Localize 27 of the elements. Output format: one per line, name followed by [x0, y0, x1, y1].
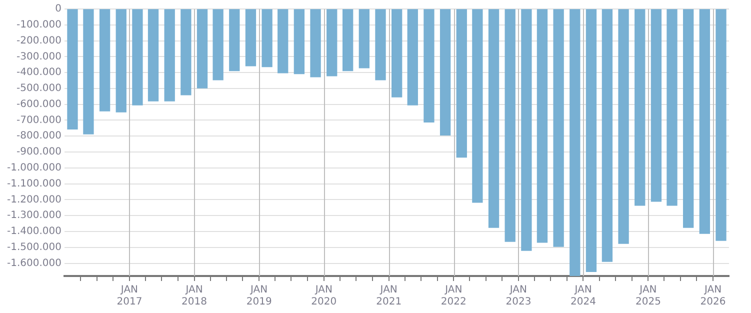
x-tick-label: JAN 2024: [570, 284, 596, 308]
y-tick-label: -900.000: [16, 146, 62, 158]
y-tick-label: -1.500.000: [6, 242, 62, 253]
y-tick-label: -100.000: [16, 19, 62, 30]
y-tick-label: -700.000: [16, 114, 62, 126]
y-tick-label: -500.000: [16, 83, 62, 94]
y-tick-label: -1.300.000: [6, 210, 62, 222]
y-tick-label: -1.000.000: [6, 162, 62, 174]
x-tick-label: JAN 2021: [376, 284, 402, 308]
x-tick-label: JAN 2025: [635, 284, 661, 308]
x-tick-label: JAN 2020: [311, 284, 337, 308]
y-tick-label: -300.000: [16, 51, 62, 62]
x-tick-label: JAN 2026: [700, 284, 726, 308]
y-tick-label: -400.000: [16, 67, 62, 78]
y-tick-label: -600.000: [16, 98, 62, 110]
y-tick-label: -1.400.000: [6, 226, 62, 238]
x-tick-label: JAN 2023: [506, 284, 532, 308]
y-tick-label: -800.000: [16, 130, 62, 142]
x-tick-label: JAN 2018: [182, 284, 208, 308]
y-tick-label: 0: [55, 4, 62, 15]
x-tick-label: JAN 2022: [440, 284, 466, 308]
y-tick-label: -1.200.000: [6, 194, 62, 206]
x-tick-label: JAN 2017: [116, 284, 142, 308]
y-tick-label: -1.100.000: [6, 178, 62, 190]
y-tick-label: -200.000: [16, 35, 62, 46]
x-tick-label: JAN 2019: [246, 284, 272, 308]
y-tick-label: -1.600.000: [6, 258, 62, 269]
